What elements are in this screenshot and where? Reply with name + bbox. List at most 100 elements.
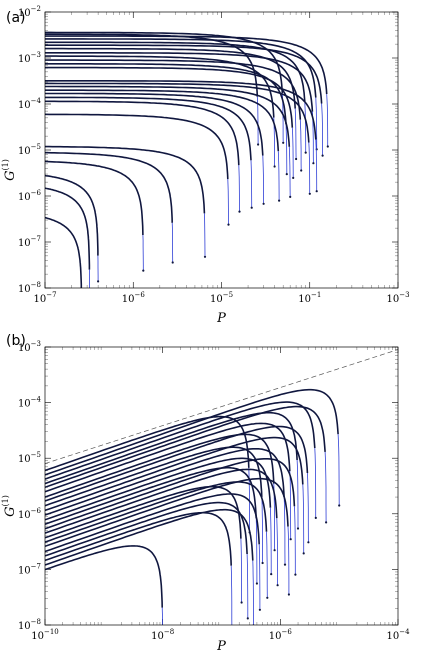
y-tick-label: 10−8 [18, 281, 41, 295]
series-curve [45, 466, 257, 525]
series-curve-tail [315, 97, 318, 150]
series-curve [45, 446, 263, 507]
series-end-point [255, 582, 258, 585]
series-end-point [326, 145, 329, 148]
series-end-point [89, 292, 91, 294]
series-curve [45, 493, 260, 553]
y-tick-label: 10−6 [18, 507, 42, 521]
series-curve-tail [248, 467, 250, 533]
series-curve [45, 59, 302, 120]
series-end-point [273, 165, 276, 168]
series-end-point [296, 527, 300, 530]
series-curve-tail [326, 94, 329, 147]
series-curve-tail [266, 531, 268, 598]
series-curve [45, 405, 326, 489]
series-curve [45, 457, 296, 530]
series-curve-tail [252, 560, 254, 625]
series-curve [45, 447, 285, 516]
series-curve-tail [296, 459, 299, 529]
x-tick-label: 10−7 [33, 291, 56, 305]
series-curve [45, 66, 294, 128]
series-curve-tail [261, 497, 264, 563]
series-curve-tail [294, 506, 296, 575]
series-end-point [276, 584, 279, 587]
x-axis-label: P [216, 639, 226, 654]
series-curve-tail [307, 472, 309, 543]
series-curve-tail [277, 151, 280, 201]
series-curve-tail [294, 108, 297, 160]
series-curve [45, 96, 252, 161]
series-end-point [270, 573, 273, 576]
x-tick-label: 10−6 [269, 628, 293, 642]
x-tick-label: 10−8 [151, 628, 174, 642]
series-curve [45, 51, 314, 112]
series-end-point [289, 195, 292, 198]
plot-frame [44, 346, 399, 626]
series-curve [45, 545, 163, 608]
series-curve [45, 85, 291, 147]
series-end-point [258, 608, 261, 611]
series-curve [45, 160, 144, 236]
series-curve-tail [288, 146, 291, 197]
series-curve-tail [240, 538, 243, 603]
series-end-point [289, 538, 292, 541]
series-curve [45, 411, 298, 485]
series-curve [45, 468, 278, 534]
series-curve [45, 457, 272, 521]
series-end-point [283, 563, 287, 566]
series-curve [45, 477, 289, 548]
series-curve-tail [276, 518, 279, 586]
series-curve-tail [238, 165, 240, 212]
series-curve-tail [255, 518, 258, 584]
series-curve [45, 401, 316, 480]
series-end-point [142, 269, 145, 272]
series-end-point [338, 504, 341, 507]
y-tick-label: 10−7 [18, 235, 41, 249]
series-end-point [81, 319, 83, 321]
series-end-point [282, 141, 285, 144]
series-end-point [227, 223, 230, 226]
series-curve-tail [299, 119, 302, 171]
y-axis-label: G(1) [1, 159, 18, 181]
series-curve [45, 44, 323, 104]
series-curve [45, 145, 206, 214]
x-tick-label: 10−10 [31, 628, 59, 642]
data-layer [45, 31, 329, 321]
y-tick-label: 10−3 [18, 340, 41, 354]
series-curve-tail [304, 101, 307, 153]
series-curve-tail [291, 127, 294, 178]
data-layer [45, 349, 398, 625]
series-curve-tail [250, 160, 253, 208]
series-curve-tail [285, 124, 288, 175]
series-end-point [285, 173, 288, 176]
series-end-point [307, 541, 310, 544]
series-curve-tail [314, 448, 317, 519]
series-curve [45, 92, 264, 156]
series-curve [45, 89, 280, 152]
series-curve [45, 511, 232, 566]
series-curve [45, 216, 83, 288]
series-curve [45, 481, 268, 543]
series-end-point [304, 151, 307, 154]
series-curve-tail [308, 142, 311, 195]
series-curve [45, 80, 317, 140]
series-end-point [308, 192, 311, 195]
series-curve-tail [258, 544, 261, 610]
x-axis-label: P [216, 311, 226, 326]
series-curve-tail [161, 607, 163, 625]
series-end-point [262, 202, 265, 205]
series-curve-tail [171, 222, 174, 263]
series-curve-tail [315, 139, 318, 192]
series-end-point [321, 154, 324, 157]
y-tick-label: 10−6 [18, 189, 42, 203]
series-end-point [238, 210, 241, 213]
series-curve [45, 174, 99, 256]
series-curve-tail [227, 179, 229, 225]
y-axis-label: G(1) [1, 495, 18, 517]
series-curve [45, 113, 229, 180]
series-end-point [287, 593, 290, 596]
series-end-point [315, 190, 318, 193]
series-end-point [240, 601, 243, 604]
x-tick-label: 10−6 [122, 291, 146, 305]
